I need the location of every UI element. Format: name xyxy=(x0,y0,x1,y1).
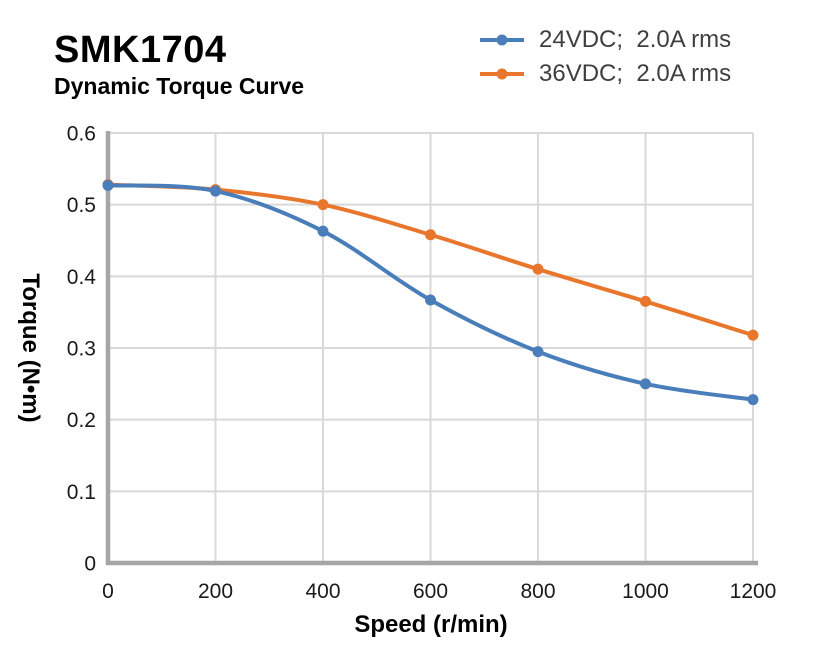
legend-line-marker-icon xyxy=(480,68,524,79)
legend: 24VDC; 2.0A rms 36VDC; 2.0A rms xyxy=(479,26,731,94)
x-axis-title: Speed (r/min) xyxy=(354,611,508,638)
y-tick-label: 0.3 xyxy=(67,338,96,361)
x-tick-label: 1200 xyxy=(730,580,777,603)
legend-line-marker-icon xyxy=(480,34,524,45)
x-tick-label: 400 xyxy=(305,580,340,603)
y-tick-label: 0 xyxy=(84,553,96,576)
legend-swatch-dot xyxy=(496,68,508,79)
data-point-marker-24vdc xyxy=(747,394,759,406)
chart-title: SMK1704 xyxy=(54,29,227,71)
y-tick-label: 0.4 xyxy=(67,266,97,289)
data-point-marker-24vdc xyxy=(640,378,651,390)
legend-label: 36VDC; 2.0A rms xyxy=(539,59,732,87)
x-tick-label: 800 xyxy=(520,580,555,603)
legend-label: 24VDC; 2.0A rms xyxy=(539,25,732,53)
y-tick-label: 0.1 xyxy=(67,481,96,504)
legend-item-24vdc: 24VDC; 2.0A rms xyxy=(479,26,731,53)
y-tick-label: 0.6 xyxy=(67,123,96,146)
chart-subtitle: Dynamic Torque Curve xyxy=(54,72,305,99)
data-point-marker-36vdc xyxy=(425,229,436,241)
data-point-marker-36vdc xyxy=(640,295,651,307)
data-point-marker-36vdc xyxy=(747,329,759,341)
data-point-marker-36vdc xyxy=(532,263,544,275)
data-point-marker-24vdc xyxy=(102,179,114,191)
y-tick-label: 0.2 xyxy=(67,409,96,432)
x-tick-label: 200 xyxy=(198,580,233,603)
legend-swatch-dot xyxy=(496,34,508,45)
data-point-marker-36vdc xyxy=(317,199,329,211)
x-tick-label: 0 xyxy=(102,580,114,603)
y-tick-label: 0.5 xyxy=(67,194,96,217)
data-point-marker-24vdc xyxy=(317,225,329,237)
data-point-marker-24vdc xyxy=(532,346,544,358)
data-point-marker-24vdc xyxy=(210,185,221,197)
legend-item-36vdc: 36VDC; 2.0A rms xyxy=(479,60,731,87)
x-tick-label: 600 xyxy=(413,580,448,603)
data-point-marker-24vdc xyxy=(425,294,436,306)
x-tick-label: 1000 xyxy=(622,580,669,603)
figure-header: SMK1704 Dynamic Torque Curve xyxy=(54,29,305,99)
y-axis-title: Torque (N•m) xyxy=(17,273,44,423)
